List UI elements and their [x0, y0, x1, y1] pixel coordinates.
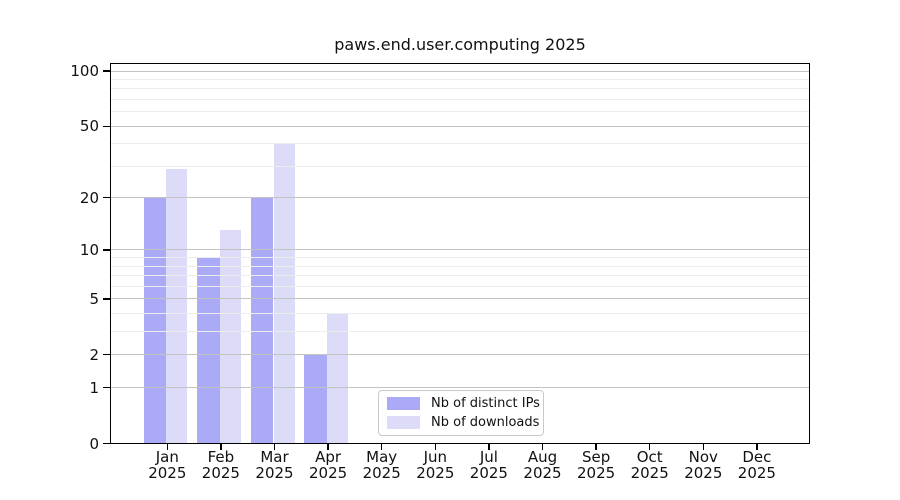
bar-mar-2025-ips [250, 197, 274, 444]
x-tick [649, 444, 651, 450]
y-tick [103, 298, 110, 300]
x-tick [702, 444, 704, 450]
x-tick-label: Nov 2025 [684, 448, 723, 482]
y-gridline-major [111, 387, 809, 389]
x-tick-label: Jan 2025 [148, 448, 187, 482]
y-gridline-minor [111, 257, 809, 259]
bar-apr-2025-ips [304, 354, 328, 444]
legend-label-distinct-ips: Nb of distinct IPs [431, 395, 540, 411]
legend-swatch-downloads [387, 416, 420, 429]
y-tick [103, 197, 110, 199]
x-tick-label: Jun 2025 [416, 448, 455, 482]
x-tick-label: Dec 2025 [737, 448, 776, 482]
x-tick [327, 444, 329, 450]
y-gridline-major [111, 298, 809, 300]
y-gridline-major [111, 249, 809, 251]
y-tick [103, 386, 110, 389]
x-tick-label: Jul 2025 [469, 448, 508, 482]
bar-feb-2025-ips [197, 257, 220, 444]
legend-label-downloads: Nb of downloads [431, 414, 540, 430]
x-tick [756, 444, 758, 450]
bar-apr-2025-downloads [327, 313, 349, 444]
y-tick-label: 2 [89, 345, 99, 364]
x-tick-label: May 2025 [362, 448, 401, 482]
x-tick-label: Apr 2025 [309, 448, 348, 482]
legend: Nb of distinct IPs Nb of downloads [378, 390, 544, 436]
y-gridline-major [111, 70, 809, 72]
bar-jan-2025-downloads [166, 168, 188, 444]
y-tick [103, 70, 110, 72]
y-tick-label: 10 [79, 240, 99, 259]
y-gridline-major [111, 197, 809, 199]
x-tick-label: Feb 2025 [201, 448, 240, 482]
y-tick [103, 249, 110, 251]
y-gridline-minor [111, 275, 809, 277]
legend-item-distinct-ips: Nb of distinct IPs [379, 396, 543, 412]
bar-jan-2025-ips [143, 197, 167, 444]
y-tick-label: 20 [79, 188, 99, 207]
x-tick-label: Mar 2025 [255, 448, 294, 482]
x-tick [220, 444, 222, 450]
x-tick [595, 444, 597, 450]
bar-mar-2025-downloads [273, 143, 295, 444]
y-gridline-minor [111, 165, 809, 167]
y-gridline-major [111, 125, 809, 127]
y-gridline-minor [111, 265, 809, 267]
y-gridline-major [111, 354, 809, 356]
y-gridline-minor [111, 111, 809, 113]
y-gridline-minor [111, 285, 809, 287]
x-tick [273, 444, 276, 450]
y-gridline-minor [111, 78, 809, 80]
x-tick [166, 444, 168, 450]
y-tick-label: 1 [89, 378, 99, 397]
y-gridline-minor [111, 313, 809, 315]
y-tick [103, 354, 110, 356]
y-tick [103, 125, 110, 127]
legend-item-downloads: Nb of downloads [379, 415, 543, 431]
x-tick [434, 444, 436, 450]
x-tick [541, 444, 544, 450]
y-tick-label: 5 [89, 289, 99, 308]
y-tick-label: 50 [79, 117, 99, 136]
x-tick [381, 444, 383, 450]
y-tick [103, 442, 110, 445]
y-gridline-minor [111, 143, 809, 145]
bar-feb-2025-downloads [219, 230, 241, 444]
y-gridline-minor [111, 88, 809, 90]
y-gridline-minor [111, 98, 809, 100]
chart-title: paws.end.user.computing 2025 [334, 35, 586, 54]
x-tick [488, 444, 490, 450]
y-tick-label: 100 [70, 62, 99, 80]
legend-swatch-distinct-ips [387, 397, 420, 410]
y-tick-label: 0 [89, 434, 99, 453]
x-tick-label: Sep 2025 [577, 448, 616, 482]
y-gridline-minor [111, 331, 809, 333]
x-tick-label: Oct 2025 [630, 448, 669, 482]
x-tick-label: Aug 2025 [523, 448, 562, 482]
